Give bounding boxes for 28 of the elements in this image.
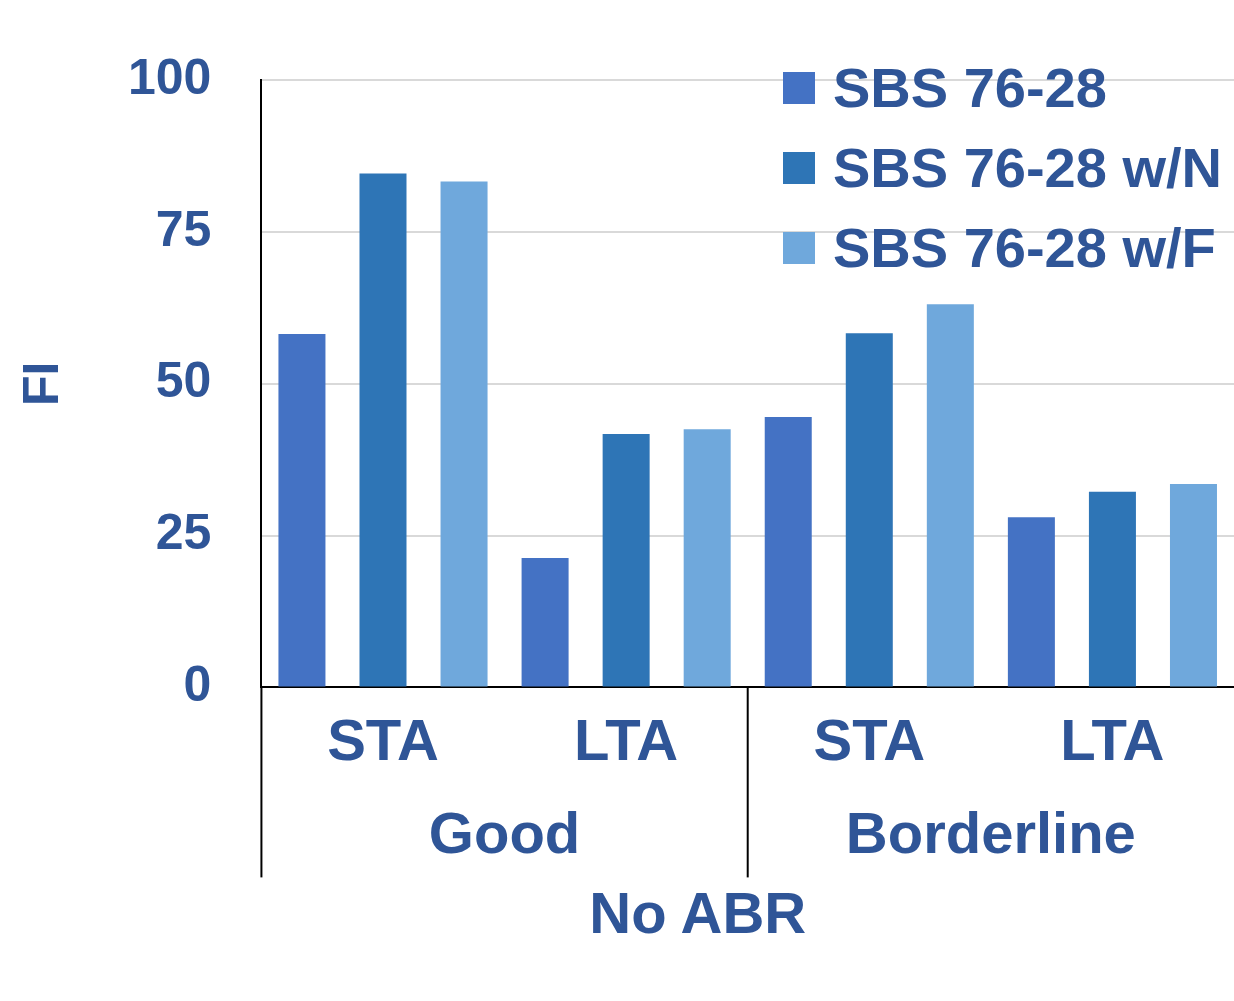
bar [926,304,974,687]
bar [845,333,893,687]
bar [1007,517,1055,687]
legend-label: SBS 76-28 [832,55,1107,121]
legend-label: SBS 76-28 w/F [832,215,1216,281]
bar [521,558,569,687]
y-tick-label: 0 [183,656,212,713]
y-axis-title: FI [12,361,69,406]
bar [683,429,731,687]
y-tick-label: 50 [155,352,212,409]
bar [278,333,326,687]
x-tick-label: STA [813,707,926,773]
x-tick-label: STA [327,707,439,773]
legend-label: SBS 76-28 w/N [832,135,1222,201]
text: Borderline [845,800,1136,866]
x-tick-label: LTA [574,707,679,773]
bar [602,434,650,687]
bar [1169,483,1217,687]
bar [440,181,488,687]
y-tick-label: 100 [127,48,212,105]
text: Good [428,800,581,866]
bar [764,417,812,687]
bar [1088,491,1136,687]
x-axis-title: No ABR [589,880,807,946]
y-tick-label: 75 [155,200,212,257]
y-tick-label: 25 [155,504,212,561]
x-tick-label: LTA [1060,707,1165,773]
bar [359,173,407,687]
